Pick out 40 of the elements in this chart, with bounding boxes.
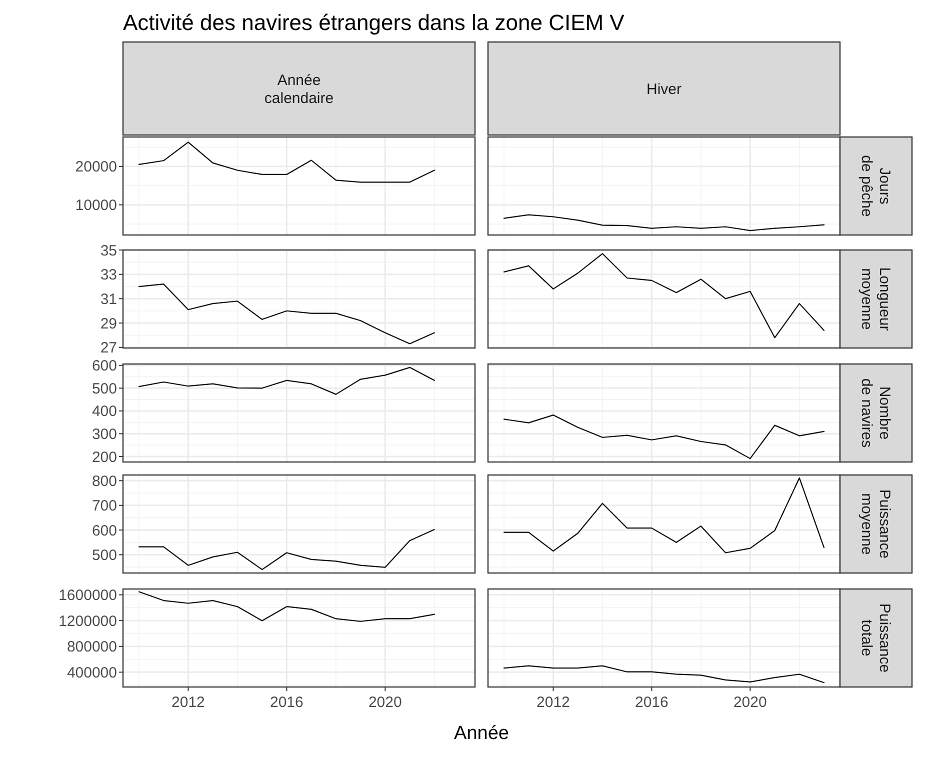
x-axis-title: Année: [454, 723, 509, 744]
y-tick-label: 400000: [66, 664, 117, 682]
chart-title: Activité des navires étrangers dans la zone CIEM V: [123, 10, 625, 35]
y-tick-label: 10000: [75, 197, 117, 214]
y-tick-label: 600: [92, 358, 117, 375]
line-series: [138, 142, 435, 183]
y-tick-label: 200: [92, 448, 117, 466]
x-tick-label: 2020: [733, 694, 767, 711]
chart-subtitle: Année calendaire: [264, 72, 334, 107]
y-tick-label: 300: [92, 426, 117, 443]
line-series: [138, 284, 435, 344]
y-tick-label: 33: [100, 266, 117, 284]
y-tick-label: 29: [100, 315, 117, 332]
x-tick-label: 2016: [635, 694, 668, 711]
y-tick-label: 500: [92, 380, 117, 398]
y2-axis-title: Nombre de navires: [858, 378, 893, 448]
y-tick-label: 27: [100, 340, 117, 357]
y-tick-label: 600: [92, 522, 117, 540]
y-tick-label: 20000: [75, 158, 117, 176]
x-tick-label: 2012: [536, 694, 570, 711]
chart-subtitle: Hiver: [646, 80, 682, 98]
y-tick-label: 800000: [66, 638, 117, 656]
y-tick-label: 31: [100, 290, 117, 308]
y-tick-label: 1600000: [58, 587, 117, 604]
y-tick-label: 35: [100, 242, 117, 260]
line-series: [138, 591, 435, 622]
x-tick-label: 2016: [270, 694, 304, 711]
x-tick-label: 2020: [368, 694, 402, 711]
y2-axis-title: Longueur moyenne: [858, 267, 893, 331]
y2-axis-title: Jours de pêche: [858, 155, 893, 217]
line-series: [138, 366, 435, 395]
y2-axis-title: Puissance totale: [858, 603, 893, 673]
line-series: [138, 529, 435, 570]
y-tick-label: 700: [92, 498, 117, 515]
y-tick-label: 500: [92, 546, 117, 564]
y-tick-label: 800: [92, 472, 117, 490]
y2-axis-title: Puissance moyenne: [858, 489, 893, 559]
x-tick-label: 2012: [172, 694, 205, 711]
y-tick-label: 1200000: [58, 612, 117, 630]
y-tick-label: 400: [92, 403, 117, 420]
